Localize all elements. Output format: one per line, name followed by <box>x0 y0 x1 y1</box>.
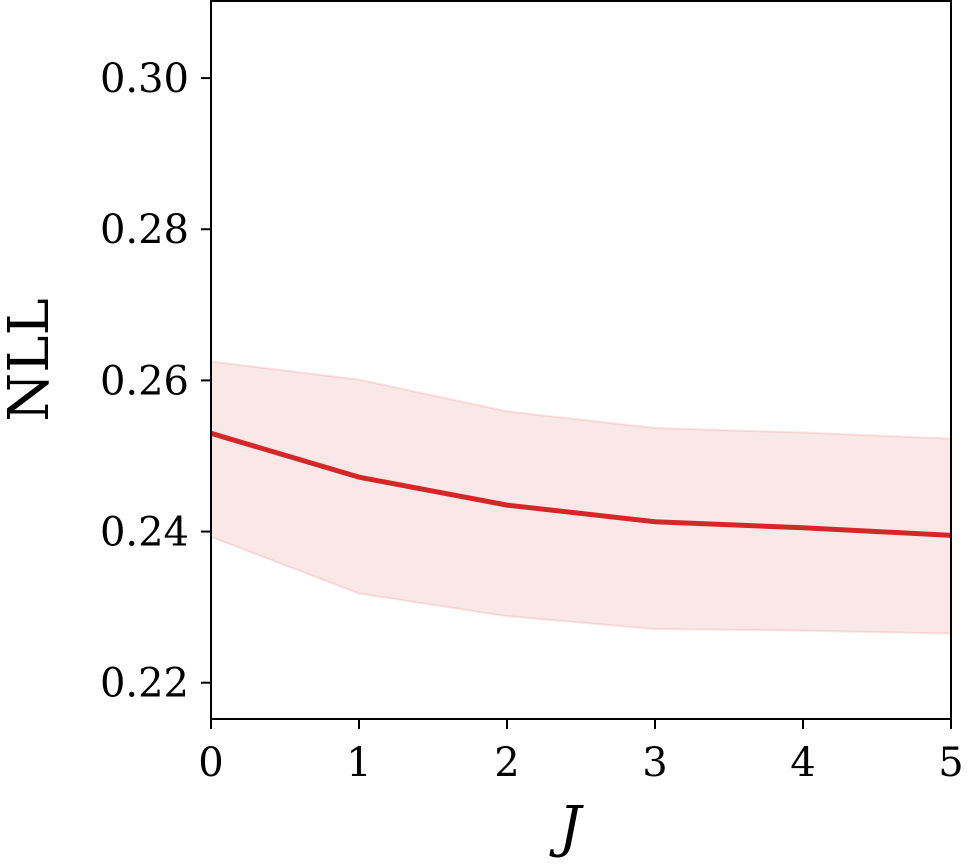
x-tick-label: 5 <box>938 740 963 786</box>
x-tick-label: 1 <box>346 740 371 786</box>
x-tick-label: 0 <box>198 740 223 786</box>
confidence-band <box>210 360 952 635</box>
x-tick-label: 2 <box>494 740 519 786</box>
x-axis-label: J <box>549 795 585 860</box>
plot-frame <box>210 0 952 720</box>
y-tick-label: 0.28 <box>100 207 189 253</box>
y-tick-label: 0.30 <box>100 56 189 102</box>
y-axis-label: NLL <box>0 298 62 421</box>
x-tick-label: 3 <box>642 740 667 786</box>
x-tick-label: 4 <box>790 740 815 786</box>
line <box>210 430 952 538</box>
y-tick-label: 0.24 <box>100 510 189 556</box>
y-tick-label: 0.22 <box>100 661 189 707</box>
y-tick-label: 0.26 <box>100 358 189 404</box>
